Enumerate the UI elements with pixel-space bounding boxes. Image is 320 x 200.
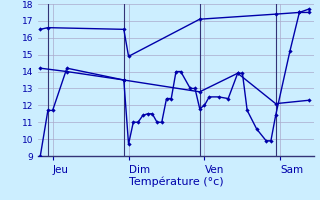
X-axis label: Température (°c): Température (°c) — [129, 176, 223, 187]
